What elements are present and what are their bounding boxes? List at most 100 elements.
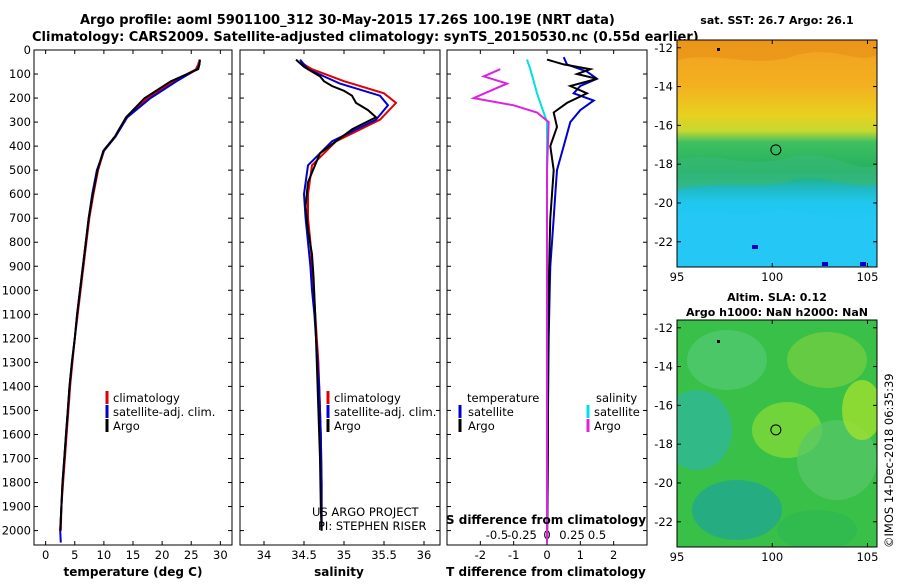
s-difference-label: S difference from climatology	[446, 513, 646, 527]
temperature-panel: 0100200300400500600700800900100011001200…	[2, 43, 233, 579]
legend-salinity-title: salinity	[596, 391, 637, 405]
sst-map-argo-marker	[770, 144, 782, 156]
salinity-lines	[295, 58, 398, 531]
sla-map-title: Altim. SLA: 0.12	[727, 291, 827, 304]
series-line-climatology	[59, 61, 200, 531]
series-line-s-argo	[470, 68, 550, 543]
imos-stamp: ©IMOS 14-Dec-2018 06:35:39	[882, 373, 896, 548]
difference-panel: -2 -1 0 1 2-0.5-0.25 0 0.25 0.5 T difference fr…	[446, 49, 648, 579]
temperature-legend: climatology satellite-adj. clim. Argo	[105, 391, 215, 433]
sla-map-frame	[676, 319, 878, 548]
x-tick-label: -1	[508, 548, 519, 562]
lat-tick-label: -18	[654, 157, 673, 171]
lon-tick-label: 105	[856, 550, 878, 564]
difference-lines	[470, 56, 600, 543]
sal-legend-satellite: satellite-adj. clim.	[334, 405, 436, 419]
x-tick-label: 1	[577, 548, 584, 562]
legend-climatology: climatology	[113, 391, 180, 405]
depth-tick-label: 1000	[2, 283, 31, 297]
depth-tick-label: 500	[9, 163, 31, 177]
lat-tick-label: -22	[654, 515, 673, 529]
lat-tick-label: -16	[654, 118, 673, 132]
depth-tick-label: 0	[24, 43, 31, 57]
pi-credit: PI: STEPHEN RISER	[318, 519, 427, 533]
x-tick-label: 35.5	[371, 548, 397, 562]
lat-tick-label: -12	[654, 321, 673, 335]
x-tick-label: 2	[610, 548, 617, 562]
x-tick-label: 20	[155, 548, 170, 562]
salinity-plot-frame	[239, 49, 441, 546]
salinity-panel: 34 34.5 35 35.5 36 salinity climatology sate…	[239, 49, 441, 579]
legend-temperature-title: temperature	[467, 391, 539, 405]
sal-legend-argo: Argo	[334, 419, 361, 433]
depth-tick-label: 2000	[2, 524, 31, 538]
sst-map-frame	[676, 39, 878, 268]
diff-legend-t-satellite: satellite	[468, 405, 514, 419]
lat-tick-label: -14	[654, 360, 673, 374]
series-line-satellite-adj-clim-	[299, 58, 390, 531]
depth-tick-label: 1700	[2, 451, 31, 465]
s-tick-label: 0.25	[559, 528, 585, 542]
x-tick-label: 25	[184, 548, 199, 562]
depth-axis-ticks: 0 100 200 300 400 500 600 700 800 900 1000 1100 1200…	[2, 43, 232, 538]
diff-legend-s-satellite: satellite	[594, 405, 640, 419]
sla-heatmap	[677, 320, 877, 547]
x-tick-label: 10	[97, 548, 112, 562]
depth-tick-label: 1400	[2, 379, 31, 393]
x-tick-label: 35	[337, 548, 352, 562]
lon-tick-label: 105	[856, 270, 878, 284]
sst-map-panel: sat. SST: 26.7 Argo: 26.1	[654, 14, 878, 284]
lat-tick-label: -16	[654, 398, 673, 412]
difference-axis-ticks: -2 -1 0 1 2-0.5-0.25 0 0.25 0.5	[475, 50, 617, 562]
lon-tick-label: 95	[670, 550, 685, 564]
depth-tick-label: 1200	[2, 331, 31, 345]
difference-legend: temperature satellite Argo salinity sate…	[458, 391, 640, 433]
salinity-depth-ticks	[240, 49, 440, 532]
series-line-t-satellite	[546, 56, 600, 543]
salinity-axis-ticks: 34 34.5 35 35.5 36	[257, 50, 432, 562]
s-tick-label: -0.5	[486, 528, 508, 542]
series-line-t-argo	[546, 58, 598, 543]
lon-tick-label: 95	[670, 270, 685, 284]
x-tick-label: 34.5	[291, 548, 317, 562]
x-tick-label: 30	[213, 548, 228, 562]
lat-tick-label: -12	[654, 41, 673, 55]
title-line-2: Climatology: CARS2009. Satellite-adjuste…	[32, 30, 699, 45]
depth-tick-label: 300	[9, 115, 31, 129]
depth-tick-label: 1800	[2, 476, 31, 490]
sla-map-panel: Altim. SLA: 0.12 Argo h1000: NaN h2000: …	[654, 291, 878, 564]
series-line-s-satellite	[526, 59, 548, 543]
x-tick-label: 15	[126, 548, 141, 562]
t-difference-xlabel: T difference from climatology	[446, 565, 646, 579]
x-tick-label: 34	[257, 548, 272, 562]
sst-map-title: sat. SST: 26.7 Argo: 26.1	[700, 14, 853, 27]
depth-tick-label: 900	[9, 259, 31, 273]
depth-tick-label: 1300	[2, 355, 31, 369]
salinity-xlabel: salinity	[314, 565, 364, 579]
x-tick-label: 36	[417, 548, 432, 562]
sla-map-subtitle: Argo h1000: NaN h2000: NaN	[686, 306, 868, 319]
difference-depth-ticks	[447, 49, 647, 532]
sla-map-argo-marker	[770, 424, 782, 436]
lat-tick-label: -22	[654, 235, 673, 249]
lat-tick-label: -20	[654, 196, 673, 210]
depth-tick-label: 400	[9, 139, 31, 153]
x-tick-label: 0	[42, 548, 49, 562]
lon-tick-label: 100	[761, 550, 783, 564]
s-tick-label: 0.5	[588, 528, 606, 542]
temperature-xlabel: temperature (deg C)	[64, 565, 203, 579]
diff-legend-t-argo: Argo	[468, 419, 495, 433]
depth-tick-label: 200	[9, 91, 31, 105]
x-tick-label: 0	[543, 548, 550, 562]
salinity-legend: climatology satellite-adj. clim. Argo	[326, 391, 436, 433]
series-line-argo	[59, 59, 201, 531]
sst-heatmap	[677, 40, 877, 267]
series-line-satellite-adj-clim-	[59, 59, 201, 543]
sst-map-ticks: -12 -14 -16 -18 -20 -22 95 100 105	[654, 40, 878, 284]
s-tick-label: -0.25	[507, 528, 537, 542]
depth-tick-label: 1900	[2, 500, 31, 514]
depth-tick-label: 100	[9, 67, 31, 81]
title-line-1: Argo profile: aoml 5901100_312 30-May-20…	[80, 13, 615, 28]
temperature-lines	[59, 59, 201, 543]
